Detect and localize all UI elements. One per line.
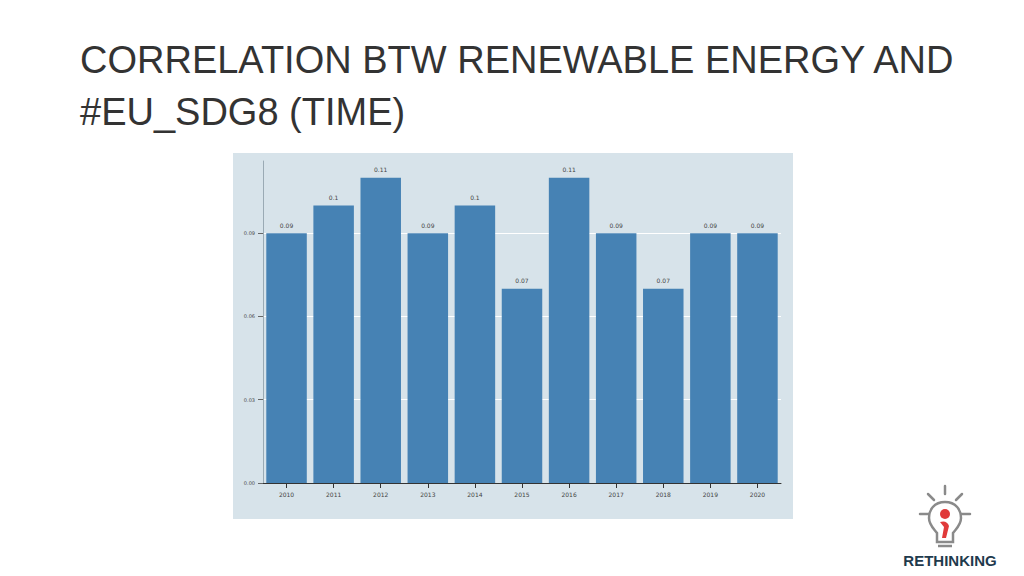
svg-text:2020: 2020 — [750, 491, 765, 498]
svg-text:2017: 2017 — [609, 491, 624, 498]
svg-text:2013: 2013 — [420, 491, 435, 498]
svg-text:2019: 2019 — [703, 491, 718, 498]
svg-text:2018: 2018 — [656, 491, 671, 498]
svg-text:2015: 2015 — [514, 491, 529, 498]
svg-text:0.09: 0.09 — [244, 230, 255, 236]
svg-text:2012: 2012 — [373, 491, 388, 498]
svg-text:0.09: 0.09 — [751, 222, 765, 229]
svg-text:2011: 2011 — [326, 491, 341, 498]
svg-text:0.03: 0.03 — [244, 397, 255, 403]
svg-text:0.09: 0.09 — [280, 222, 294, 229]
html-text:CORRELATION BTW RENEWABLE ENER: CORRELATION BTW RENEWABLE ENERGY AND #EU… — [80, 39, 954, 133]
svg-text:0.00: 0.00 — [244, 480, 255, 486]
svg-text:2016: 2016 — [561, 491, 576, 498]
svg-text:0.07: 0.07 — [657, 277, 671, 284]
svg-text:0.07: 0.07 — [515, 277, 529, 284]
svg-text:2010: 2010 — [279, 491, 294, 498]
svg-text:0.09: 0.09 — [704, 222, 718, 229]
svg-text:0.09: 0.09 — [610, 222, 624, 229]
svg-text:0.11: 0.11 — [374, 166, 388, 173]
svg-text:0.09: 0.09 — [421, 222, 435, 229]
html-text:RETHINKING: RETHINKING — [903, 552, 997, 569]
svg-text:0.1: 0.1 — [470, 194, 480, 201]
svg-text:0.06: 0.06 — [244, 313, 255, 319]
svg-text:2014: 2014 — [467, 491, 482, 498]
svg-text:0.1: 0.1 — [329, 194, 339, 201]
svg-text:0.11: 0.11 — [562, 166, 576, 173]
